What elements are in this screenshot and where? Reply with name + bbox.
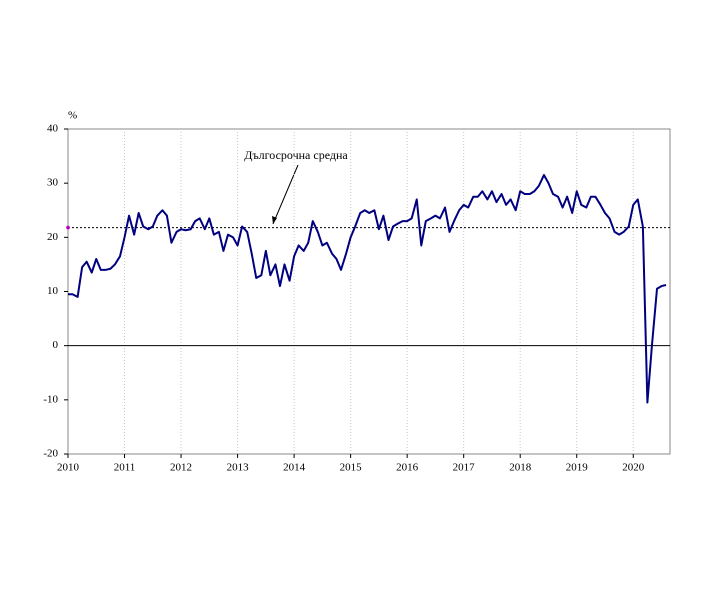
y-tick-label: 30 bbox=[47, 177, 59, 189]
x-tick-label: 2020 bbox=[622, 462, 645, 474]
y-tick-label: -10 bbox=[43, 393, 58, 405]
annotation: Дългосрочна средна bbox=[244, 148, 348, 162]
x-tick-label: 2019 bbox=[566, 462, 589, 474]
reference-marker bbox=[66, 225, 70, 230]
x-tick-label: 2013 bbox=[227, 462, 250, 474]
annotation-arrow bbox=[272, 164, 299, 225]
y-tick-label: 20 bbox=[47, 231, 59, 243]
x-tick-label: 2012 bbox=[170, 462, 192, 474]
arrow-head bbox=[272, 216, 277, 224]
x-tick-label: 2015 bbox=[340, 462, 363, 474]
y-tick-label: -20 bbox=[43, 448, 58, 460]
y-tick-label: 10 bbox=[47, 285, 59, 297]
x-tick-label: 2010 bbox=[57, 462, 80, 474]
x-tick-label: 2018 bbox=[509, 462, 532, 474]
y-axis-label: % bbox=[68, 110, 77, 122]
y-tick-label: 40 bbox=[47, 123, 59, 135]
x-tick-label: 2017 bbox=[453, 462, 476, 474]
x-tick-label: 2016 bbox=[396, 462, 419, 474]
y-tick-label: 0 bbox=[53, 339, 59, 351]
data-line bbox=[68, 174, 667, 404]
plot-frame bbox=[67, 128, 671, 455]
x-tick-label: 2011 bbox=[114, 462, 136, 474]
x-tick-label: 2014 bbox=[283, 462, 306, 474]
